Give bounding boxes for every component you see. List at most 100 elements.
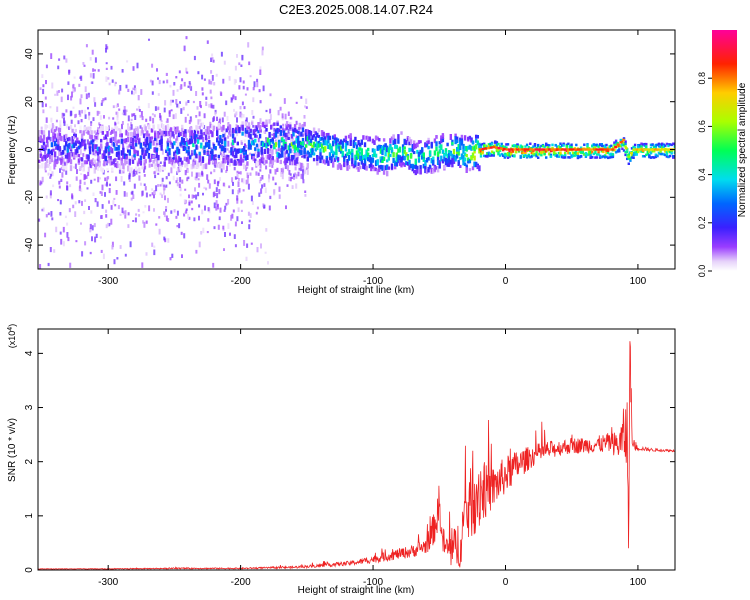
spectrogram-ridge-cell [561,148,565,151]
spectrogram-cell [219,135,222,140]
spectrogram-cell [200,134,203,140]
spectrogram-cell [182,132,185,138]
spectrogram-cell [486,153,489,157]
spectrogram-cell [300,96,303,99]
spectrogram-cell [42,84,45,88]
spectrogram-cell [468,158,472,164]
spectrogram-cell [127,88,130,92]
spectrogram-cell [448,159,451,163]
spectrogram-cell [139,182,142,186]
spectrogram-cell [100,128,103,132]
spectrogram-cell [459,145,462,151]
spectrogram-cell [233,234,236,239]
spectrogram-cell [440,135,443,139]
spectrogram-cell [560,155,564,159]
spectrogram-cell [217,136,220,139]
spectrogram-cell [394,160,397,166]
spectrogram-cell [220,161,224,167]
spectrogram-cell [603,154,607,157]
spectrogram-cell [88,127,92,132]
spectrogram-cell [510,152,513,156]
spectrogram-cell [111,245,114,250]
spectrogram-cell [133,139,136,142]
spectrogram-cell [80,222,82,225]
spectrogram-cell [216,126,219,133]
spectrogram-cell [297,126,300,131]
spectrogram-ridge-cell [537,148,541,151]
spectrogram-cell [99,177,101,180]
spectrogram-cell [492,151,495,155]
snr-x-tick-label: -100 [363,577,383,588]
spectrogram-cell [168,137,171,141]
spectrogram-cell [250,195,253,202]
spectrogram-cell [91,225,94,231]
spectrogram-cell [208,126,211,132]
spectrogram-cell [398,155,402,159]
spectrogram-cell [119,131,122,138]
spectrogram-cell [347,149,351,154]
spectrogram-cell [156,68,158,72]
spectrogram-cell [406,161,410,166]
spectrogram-cell [301,155,303,158]
spectrogram-cell [208,133,211,140]
spectrogram-cell [111,161,114,166]
spectrogram-cell [274,159,276,163]
spectrogram-cell [127,212,130,216]
spectrogram-cell [148,205,151,212]
spectrogram-cell [47,148,50,154]
spectrogram-cell [265,109,268,113]
spectrogram-cell [390,136,394,140]
spectrogram-cell [190,200,193,204]
spectrogram-cell [219,163,222,169]
spectrogram-cell [565,144,568,148]
spectrogram-cell [170,210,173,214]
spectrogram-cell [498,145,502,148]
spectrogram-cell [384,147,387,152]
spectrogram-cell [156,142,158,146]
spectrogram-cell [157,163,160,168]
spectrogram-cell [233,108,235,112]
spectrogram-cell [299,124,302,130]
spectrogram-cell [336,164,340,170]
spectrogram-cell [207,207,210,212]
spectrogram-cell [38,159,41,163]
spectrogram-cell [373,151,376,157]
spectrogram-cell [136,135,139,140]
spectrogram-cell [654,146,657,150]
spectrogram-ridge-cell [502,147,506,151]
spectrogram-cell [60,238,63,245]
spectrogram-cell [193,136,197,142]
spectrogram-cell [614,141,618,144]
spectrogram-cell [438,141,441,145]
spectrogram-cell [289,176,292,182]
spectrogram-cell [210,70,213,74]
spectrogram-cell [409,163,413,168]
spectrogram-cell [519,156,522,159]
spectrogram-cell [128,156,131,160]
spectrogram-cell [173,126,176,132]
snr-x-tick-label: 100 [630,577,647,588]
spectrogram-cell [452,154,456,159]
spectrogram-cell [459,137,462,143]
spectrogram-cell [443,165,446,170]
spectrogram-cell [456,147,459,152]
spectrogram-cell [119,85,122,91]
spectrogram-cell [651,150,654,153]
spectrogram-cell [65,161,68,166]
spectrogram-cell [206,162,209,165]
spectrogram-cell [467,145,470,150]
snr-y-multiplier: (x104) [7,324,17,348]
spectrogram-cell [55,143,58,148]
spectrogram-cell [68,156,71,163]
spectrogram-cell [137,208,140,212]
spectrogram-cell [132,91,135,96]
spectrogram-cell [479,152,483,156]
spectrogram-cell [398,160,402,166]
spectrogram-cell [656,143,659,147]
spectrogram-cell [298,167,301,171]
spectrogram-cell [176,147,179,152]
spectrogram-cell [145,192,148,198]
spectrogram-cell [298,140,301,146]
spectrogram-cell [101,126,104,131]
spectrogram-cell [433,150,437,156]
